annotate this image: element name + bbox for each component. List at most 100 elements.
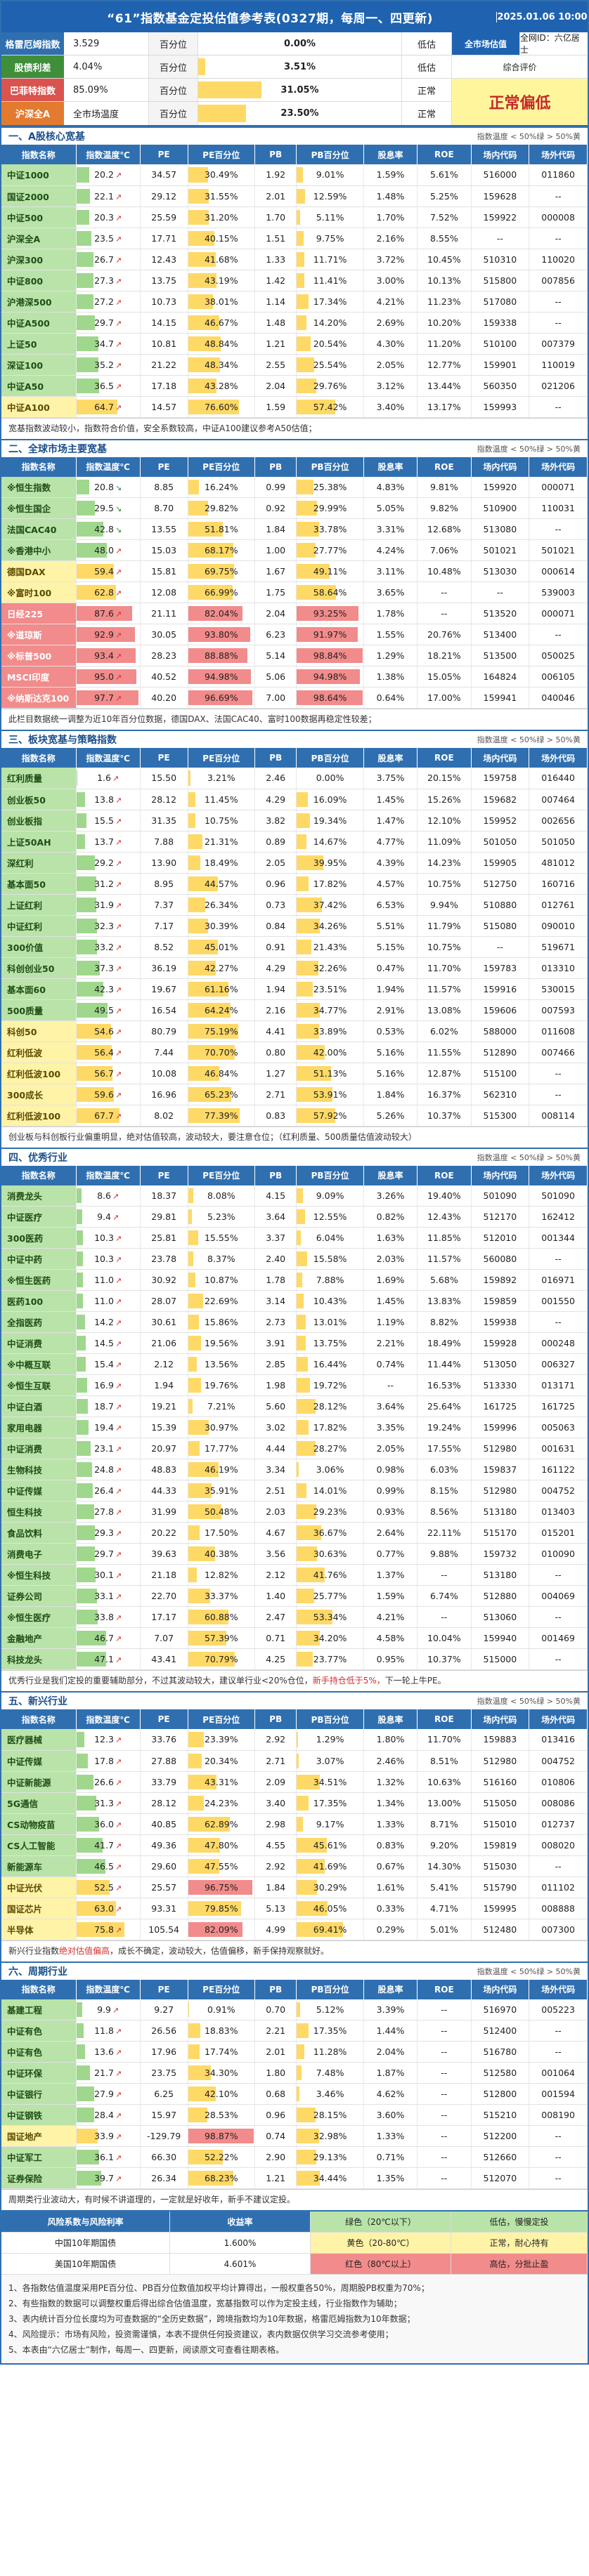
otc-code: -- [529, 2146, 588, 2168]
pe-value: 10.73 [140, 291, 188, 313]
exchange-code: 159859 [471, 1290, 530, 1312]
roe-value: -- [417, 2125, 472, 2147]
column-header: 指数名称 [1, 145, 77, 164]
temperature-fill [76, 357, 99, 372]
temperature-value: 10.3 [94, 1233, 114, 1243]
arrow-up-icon: ↗ [115, 234, 122, 244]
arrow-up-icon: ↗ [115, 2090, 122, 2099]
arrow-up-icon: ↗ [115, 1508, 122, 1517]
pb-percentile-fill [297, 1525, 322, 1540]
table-row: 半导体 75.8 ↗ 105.54 82.09% 4.99 69.41% 0.29% 5.01%… [1, 1919, 588, 1940]
pe-percentile-fill [188, 357, 221, 372]
pe-percentile: 79.85% [188, 1898, 256, 1919]
pe-percentile: 19.76% [188, 1374, 256, 1396]
pe-percentile: 8.08% [188, 1185, 256, 1207]
temperature-fill [76, 1336, 86, 1351]
pb-percentile: 57.92% [296, 1105, 364, 1126]
temperature-fill [76, 2087, 94, 2101]
pe-percentile-value: 24.23% [204, 1797, 238, 1808]
pe-percentile-value: 30.97% [204, 1422, 238, 1433]
temperature-fill [76, 1420, 89, 1435]
temperature-fill [76, 1294, 84, 1308]
index-temperature: 23.5 ↗ [76, 228, 141, 249]
pb-value: 4.29 [254, 957, 297, 979]
pb-percentile: 5.12% [296, 1999, 364, 2020]
index-name: ※香港中小 [1, 539, 77, 561]
dividend-yield: 1.45% [363, 789, 418, 810]
temperature-value: 30.1 [94, 1570, 114, 1580]
index-temperature: 36.5 ↗ [76, 375, 141, 397]
table-row: 沪深全A 23.5 ↗ 17.71 40.15% 1.51 9.75% 2.16% 8.55% -… [1, 228, 588, 249]
exchange-code: 501021 [471, 539, 530, 561]
pe-value: 29.60 [140, 1855, 188, 1877]
index-temperature: 42.3 ↗ [76, 978, 141, 1000]
index-name: 消费电子 [1, 1543, 77, 1565]
pe-value: 30.05 [140, 624, 188, 645]
pb-percentile-value: 0.00% [316, 773, 344, 784]
roe-value: 11.79% [417, 915, 472, 937]
temperature-value: 10.3 [94, 1254, 114, 1264]
pe-percentile-fill [188, 1336, 202, 1351]
footer-note: 1、各指数估值温度采用PE百分位、PB百分位数值加权平均计算得出，一般权重各50… [8, 2283, 429, 2293]
pb-value: 1.80 [254, 2062, 297, 2084]
footer-head-yield: 收益率 [170, 2212, 311, 2232]
pb-percentile-value: 29.76% [313, 380, 347, 391]
dividend-yield: 3.72% [363, 249, 418, 270]
index-temperature: 13.6 ↗ [76, 2041, 141, 2063]
pb-percentile: 9.75% [296, 228, 364, 249]
pe-percentile-fill [188, 2023, 201, 2038]
table-row: 科创50 54.6 ↗ 80.79 75.19% 4.41 33.89% 0.53% 6.02%… [1, 1020, 588, 1042]
pe-percentile-fill [188, 648, 247, 663]
pb-percentile-value: 12.59% [313, 190, 347, 202]
pb-percentile: 0.00% [296, 768, 364, 789]
dividend-yield: 3.60% [363, 2104, 418, 2126]
index-temperature: 62.8 ↗ [76, 581, 141, 603]
dividend-yield: 1.47% [363, 810, 418, 832]
pe-percentile-fill [188, 2087, 216, 2101]
index-temperature: 27.9 ↗ [76, 2083, 141, 2105]
table-row: 国证地产 33.9 ↗ -129.79 98.87% 0.74 32.98% 1.33% -- 5… [1, 2125, 588, 2147]
pe-percentile: 65.23% [188, 1084, 256, 1105]
index-temperature: 20.8 ↘ [76, 476, 141, 498]
arrow-up-icon: ↗ [115, 2153, 122, 2162]
temperature-value: 47.1 [94, 1654, 114, 1664]
temperature-value: 87.6 [94, 608, 114, 619]
arrow-up-icon: ↗ [115, 402, 122, 412]
temperature-value: 52.5 [94, 1881, 114, 1893]
pb-percentile-value: 32.98% [313, 2131, 347, 2141]
temperature-value: 17.8 [94, 1755, 114, 1766]
temperature-fill [76, 2171, 102, 2186]
pb-percentile: 19.72% [296, 1374, 364, 1396]
arrow-down-icon: ↘ [115, 525, 122, 534]
temperature-fill [76, 791, 85, 807]
index-temperature: 10.3 ↗ [76, 1248, 141, 1270]
roe-value: 4.71% [417, 1898, 472, 1919]
roe-value: 10.75% [417, 873, 472, 895]
pb-value: 0.71 [254, 1627, 297, 1649]
summary-tag: 正常 [417, 86, 436, 97]
arrow-up-icon: ↗ [115, 297, 122, 307]
roe-value: 18.49% [417, 1332, 472, 1354]
summary-name: 格雷厄姆指数 [1, 32, 65, 55]
pe-percentile-fill [188, 1086, 232, 1102]
pe-value: 25.59 [140, 206, 188, 228]
pe-percentile: 93.80% [188, 624, 256, 645]
pb-percentile-fill [297, 1483, 306, 1498]
exchange-code: 515800 [471, 270, 530, 291]
pe-value: 40.85 [140, 1813, 188, 1835]
temperature-value: 29.3 [94, 1527, 114, 1538]
pb-percentile-fill [297, 1441, 316, 1456]
pb-percentile-fill [297, 1294, 304, 1308]
pb-value: 1.00 [254, 539, 297, 561]
pb-percentile-value: 14.01% [313, 1485, 347, 1496]
pe-percentile-fill [188, 897, 206, 912]
arrow-up-icon: ↗ [115, 921, 122, 931]
dividend-yield: 2.05% [363, 354, 418, 376]
pe-value: 21.22 [140, 354, 188, 376]
pb-percentile-value: 37.42% [313, 899, 347, 910]
pb-percentile: 30.63% [296, 1543, 364, 1565]
dividend-yield: 4.30% [363, 333, 418, 355]
pe-value: 27.88 [140, 1750, 188, 1772]
dividend-yield: 1.33% [363, 2125, 418, 2147]
exchange-code: 512480 [471, 1919, 530, 1940]
